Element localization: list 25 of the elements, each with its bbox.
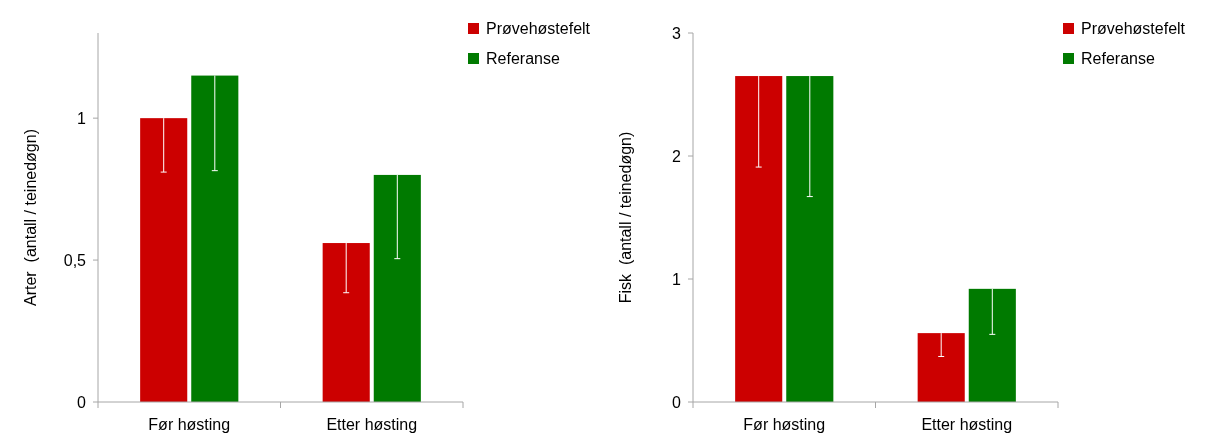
y-tick-label: 1 (672, 270, 682, 288)
bar (968, 288, 1016, 402)
bar (191, 75, 239, 402)
bar (322, 243, 370, 402)
y-tick-label: 3 (672, 24, 682, 42)
bar (140, 118, 188, 402)
y-tick-label: 2 (672, 147, 682, 165)
x-tick-label: Før høsting (148, 416, 231, 433)
y-axis-title: Arter (antall / teinedøgn) (22, 129, 39, 306)
x-tick-label: Etter høsting (326, 416, 418, 433)
y-tick-label: 0 (672, 393, 682, 411)
bar (373, 174, 421, 402)
legend-label: Referanse (1081, 50, 1155, 68)
legend-label: Referanse (486, 50, 560, 68)
bar (735, 76, 783, 402)
y-axis-title: Fisk (antall / teinedøgn) (617, 131, 634, 304)
x-tick-label: Før høsting (743, 416, 826, 433)
legend-label: Prøvehøstefelt (1081, 20, 1186, 38)
y-tick-label: 0 (77, 393, 87, 411)
bar (786, 76, 834, 402)
y-tick-label: 1 (77, 109, 87, 127)
legend-label: Prøvehøstefelt (486, 20, 591, 38)
y-tick-label: 0,5 (63, 251, 87, 269)
bar (917, 333, 965, 402)
x-tick-label: Etter høsting (921, 416, 1013, 433)
